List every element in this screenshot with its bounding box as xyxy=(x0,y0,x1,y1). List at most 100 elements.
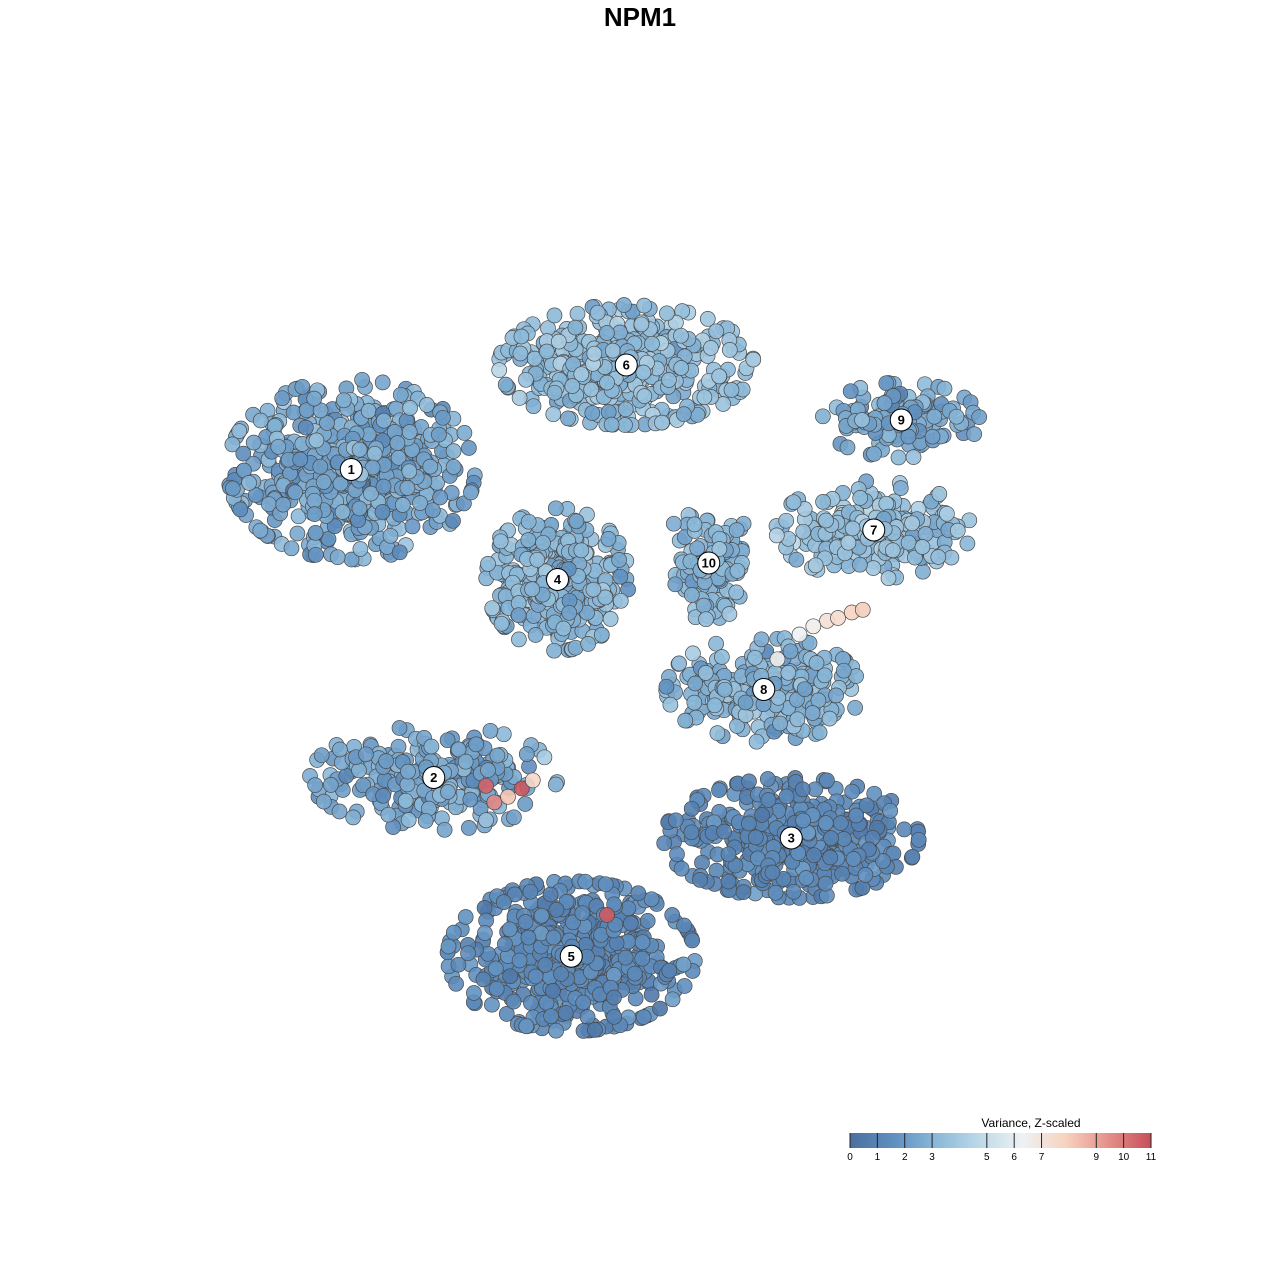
cluster-label: 5 xyxy=(559,944,583,968)
data-point xyxy=(884,542,901,559)
data-point xyxy=(667,576,684,593)
cluster-label: 10 xyxy=(697,551,721,575)
data-point xyxy=(703,340,719,356)
data-point xyxy=(574,905,591,922)
data-point xyxy=(484,600,501,617)
data-point xyxy=(828,687,844,704)
data-point xyxy=(390,738,407,755)
data-point xyxy=(686,516,703,533)
data-point xyxy=(661,372,677,388)
data-point xyxy=(520,532,537,548)
data-point xyxy=(728,584,745,601)
data-point xyxy=(292,451,309,468)
data-point xyxy=(575,994,592,1011)
cluster-labels-layer: 1 2 3 4 5 6 7 8 9 10 xyxy=(339,353,913,968)
data-point xyxy=(274,390,291,407)
data-point xyxy=(804,705,821,721)
data-point xyxy=(402,400,418,416)
data-point xyxy=(687,675,704,692)
data-point xyxy=(606,989,622,1006)
cluster-label-text: 2 xyxy=(430,770,437,785)
data-point xyxy=(363,485,379,502)
data-point xyxy=(669,846,685,863)
cluster-label: 4 xyxy=(546,568,569,591)
data-point xyxy=(685,645,701,662)
data-point xyxy=(603,416,620,433)
data-point xyxy=(560,410,576,427)
data-point xyxy=(380,806,397,823)
data-point xyxy=(878,495,895,512)
data-point xyxy=(643,891,660,908)
data-point xyxy=(351,441,368,458)
data-point xyxy=(844,520,861,537)
legend-ticks: 0 1 2 3 5 6 7 9 10 11 xyxy=(847,1133,1157,1163)
data-point xyxy=(513,780,530,797)
data-point xyxy=(352,541,369,557)
data-point xyxy=(839,439,856,456)
data-point xyxy=(412,495,428,511)
data-point xyxy=(306,492,323,509)
data-point xyxy=(524,772,541,789)
color-legend: Variance, Z-scaled 0 1 2 3 5 6 7 9 10 11 xyxy=(847,1116,1156,1163)
data-point xyxy=(948,408,965,425)
data-point xyxy=(461,440,477,456)
data-point xyxy=(924,428,941,445)
cluster-label-text: 6 xyxy=(623,358,630,373)
data-point xyxy=(854,412,870,428)
data-point xyxy=(677,712,694,729)
data-point xyxy=(630,885,647,902)
data-point xyxy=(404,518,421,535)
cluster-label-badge xyxy=(559,944,583,968)
data-point xyxy=(436,821,453,838)
data-point xyxy=(235,445,252,462)
data-point xyxy=(848,807,865,824)
data-point xyxy=(488,980,505,997)
cluster-label: 8 xyxy=(752,678,776,701)
data-point xyxy=(892,480,909,496)
data-point xyxy=(366,445,383,462)
data-point xyxy=(331,803,348,820)
data-point xyxy=(439,732,456,749)
data-point xyxy=(878,375,895,392)
data-point xyxy=(599,325,615,341)
data-point xyxy=(252,412,269,429)
data-point xyxy=(306,506,323,522)
data-point xyxy=(313,747,330,764)
data-point xyxy=(805,618,822,635)
data-point xyxy=(635,364,652,381)
data-point xyxy=(275,496,292,513)
data-point xyxy=(798,870,814,886)
data-point xyxy=(665,515,682,532)
data-point xyxy=(914,539,931,555)
cluster-label-badge xyxy=(752,678,776,701)
data-point xyxy=(517,914,534,930)
data-point xyxy=(480,762,496,778)
cluster-label-badge xyxy=(697,551,721,575)
data-point xyxy=(852,556,868,573)
data-point xyxy=(475,971,492,988)
data-point xyxy=(252,522,269,539)
data-point xyxy=(546,307,563,324)
data-point xyxy=(308,432,325,449)
data-point xyxy=(489,747,506,764)
data-point xyxy=(692,872,708,888)
data-point xyxy=(389,435,406,451)
data-point xyxy=(392,386,409,403)
data-point xyxy=(518,1018,535,1035)
data-point xyxy=(822,849,839,866)
data-point xyxy=(764,864,781,881)
cluster-label-text: 8 xyxy=(760,682,767,697)
data-point xyxy=(617,401,634,418)
data-point xyxy=(548,1022,564,1039)
data-point xyxy=(754,807,770,823)
data-point xyxy=(695,597,712,614)
data-point xyxy=(832,815,849,831)
data-point xyxy=(675,406,692,422)
data-point xyxy=(659,305,675,322)
data-point xyxy=(584,405,601,421)
data-point xyxy=(711,541,728,557)
data-point xyxy=(586,345,603,362)
data-point xyxy=(905,449,922,465)
data-point xyxy=(417,812,434,829)
legend-tick-label: 5 xyxy=(984,1152,990,1163)
